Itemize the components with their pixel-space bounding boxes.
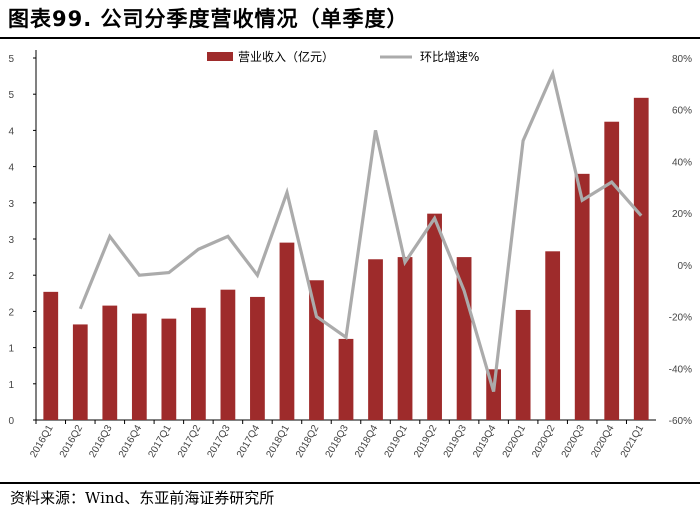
bar-series <box>43 97 649 420</box>
figure-source: 资料来源：Wind、东亚前海证券研究所 <box>10 489 275 507</box>
left-tick-label: 2 <box>8 307 14 318</box>
x-tick-label: 2016Q3 <box>87 423 115 460</box>
x-tick-label: 2019Q2 <box>412 423 440 460</box>
x-tick-label: 2018Q1 <box>265 423 293 460</box>
x-tick-label: 2019Q3 <box>442 423 470 460</box>
revenue-bar <box>250 296 265 420</box>
x-tick-label: 2021Q1 <box>619 423 647 460</box>
growth-line <box>78 68 643 393</box>
revenue-bar <box>604 121 620 420</box>
revenue-bar <box>633 97 649 420</box>
x-tick-label: 2016Q1 <box>28 423 56 460</box>
title-divider <box>0 37 700 39</box>
x-tick-label: 2019Q1 <box>383 423 411 460</box>
revenue-bar <box>574 173 590 420</box>
left-tick-label: 5 <box>8 90 14 101</box>
x-tick-label: 2017Q2 <box>176 423 204 460</box>
revenue-bar <box>515 309 531 420</box>
right-tick-label: 80% <box>672 54 692 65</box>
right-tick-label: 40% <box>672 157 692 168</box>
right-tick-label: -40% <box>669 364 692 375</box>
figure-title: 图表99. 公司分季度营收情况（单季度） <box>8 7 409 31</box>
revenue-bar <box>338 338 354 420</box>
chart-legend: 营业收入（亿元） 环比增速% <box>207 49 479 64</box>
legend-bar-label: 营业收入（亿元） <box>238 49 334 64</box>
left-tick-label: 4 <box>8 126 14 137</box>
right-tick-label: 0% <box>678 261 693 272</box>
revenue-bar <box>368 259 383 420</box>
x-tick-label: 2017Q1 <box>146 423 174 460</box>
right-tick-label: -60% <box>669 416 692 427</box>
revenue-bar <box>279 242 295 420</box>
x-tick-label: 2016Q2 <box>58 423 86 460</box>
x-tick-label: 2018Q4 <box>353 423 381 460</box>
source-divider <box>0 482 700 484</box>
legend-line-label: 环比增速% <box>420 50 479 64</box>
left-tick-label: 4 <box>8 163 14 174</box>
right-tick-label: 60% <box>672 106 692 117</box>
revenue-bar <box>397 257 413 420</box>
left-tick-label: 2 <box>8 271 14 282</box>
left-tick-label: 1 <box>8 344 14 355</box>
x-tick-label: 2018Q3 <box>324 423 352 460</box>
revenue-bar <box>102 305 118 420</box>
x-tick-label: 2019Q4 <box>471 423 499 460</box>
revenue-bar <box>161 318 177 420</box>
x-tick-label: 2018Q2 <box>294 423 322 460</box>
x-tick-label: 2020Q3 <box>560 423 588 460</box>
left-tick-label: 1 <box>8 380 14 391</box>
right-tick-label: 20% <box>672 209 692 220</box>
x-tick-label: 2020Q1 <box>501 423 529 460</box>
x-tick-label: 2017Q3 <box>205 423 233 460</box>
revenue-chart: 0 1 1 2 2 3 3 4 4 5 5 -60% -40% -20% 0% 20% 40% 60% 80% 201… <box>8 49 693 460</box>
left-tick-label: 3 <box>8 199 14 210</box>
right-tick-label: -20% <box>669 313 692 324</box>
revenue-bar <box>72 324 88 420</box>
revenue-bar <box>309 280 324 420</box>
revenue-bar <box>131 313 147 420</box>
legend-bar-swatch <box>207 52 233 61</box>
left-tick-label: 0 <box>8 416 14 427</box>
line-series <box>78 68 643 393</box>
revenue-bar <box>427 213 442 420</box>
revenue-bar <box>220 289 236 420</box>
left-tick-label: 3 <box>8 235 14 246</box>
x-tick-label: 2016Q4 <box>117 423 145 460</box>
x-tick-label: 2020Q2 <box>530 423 558 460</box>
revenue-bar <box>191 307 206 420</box>
revenue-bar <box>43 291 59 420</box>
revenue-bar <box>545 251 561 420</box>
x-tick-label: 2020Q4 <box>589 423 617 460</box>
x-tick-label: 2017Q4 <box>235 423 263 460</box>
left-tick-label: 5 <box>8 54 14 65</box>
